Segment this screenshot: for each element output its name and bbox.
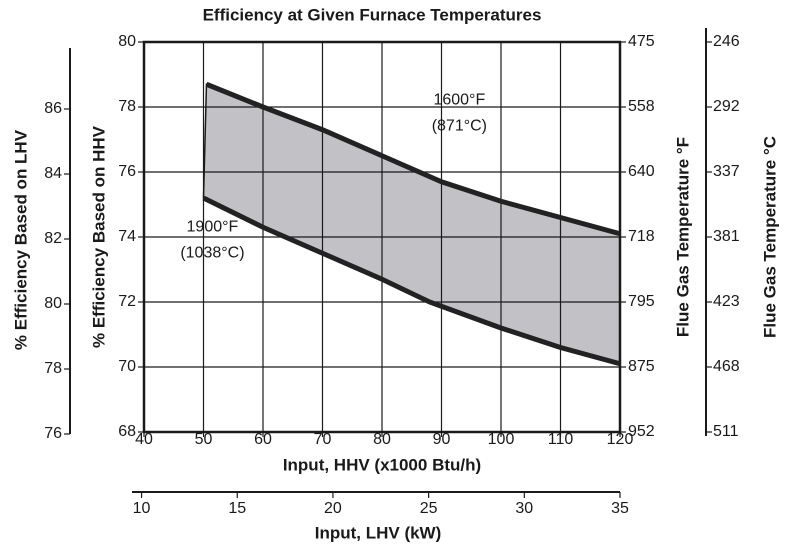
y4-tick-label: 292: [713, 98, 740, 115]
band-fill: [202, 83, 621, 365]
x-tick-label: 90: [433, 431, 451, 448]
x-tick-label: 100: [488, 431, 515, 448]
y4-tick-label: 423: [713, 293, 740, 310]
y2-tick-label: 86: [44, 100, 62, 117]
y3-tick-label: 640: [628, 163, 655, 180]
x2-tick-label: 30: [515, 500, 533, 517]
y-tick-label: 78: [118, 98, 136, 115]
y3-axis-title: Flue Gas Temperature °F: [673, 137, 692, 337]
y2-axis-title: % Efficiency Based on LHV: [11, 129, 30, 350]
x2-tick-label: 20: [324, 500, 342, 517]
x2-tick-label: 35: [611, 500, 629, 517]
y3-tick-label: 475: [628, 33, 655, 50]
y3-tick-label: 718: [628, 228, 655, 245]
x2-axis-title: Input, LHV (kW): [315, 523, 442, 542]
annotation: 1600°F: [433, 92, 485, 109]
y4-tick-label: 511: [713, 423, 739, 440]
x-tick-label: 120: [607, 431, 634, 448]
y3-tick-label: 952: [628, 423, 655, 440]
x2-tick-label: 15: [228, 500, 246, 517]
y-axis-title: % Efficiency Based on HHV: [89, 125, 108, 348]
x-tick-label: 50: [195, 431, 213, 448]
series-line: [205, 81, 621, 237]
x-tick-label: 60: [254, 431, 272, 448]
y-tick-label: 74: [118, 228, 136, 245]
y4-tick-label: 468: [713, 358, 740, 375]
x-tick-label: 110: [548, 431, 574, 448]
y3-tick-label: 795: [628, 293, 655, 310]
y4-tick-label: 246: [713, 33, 740, 50]
annotation: 1900°F: [187, 218, 239, 235]
x2-tick-label: 10: [133, 500, 151, 517]
series-line: [202, 195, 621, 367]
y4-tick-label: 337: [713, 163, 740, 180]
y2-tick-label: 82: [44, 230, 62, 247]
y2-tick-label: 84: [44, 165, 62, 182]
x-axis-title: Input, HHV (x1000 Btu/h): [283, 455, 481, 474]
y3-tick-label: 558: [628, 98, 655, 115]
x-tick-label: 40: [135, 431, 153, 448]
annotation: (871°C): [432, 118, 487, 135]
y-tick-label: 70: [118, 358, 136, 375]
y2-tick-label: 76: [44, 425, 62, 442]
y2-tick-label: 80: [44, 295, 62, 312]
x-tick-label: 70: [314, 431, 332, 448]
y2-tick-label: 78: [44, 360, 62, 377]
y4-axis-title: Flue Gas Temperature °C: [760, 136, 779, 338]
x2-tick-label: 25: [420, 500, 438, 517]
x-tick-label: 80: [373, 431, 391, 448]
y-tick-label: 76: [118, 163, 136, 180]
y-tick-label: 72: [118, 293, 136, 310]
chart-title: Efficiency at Given Furnace Temperatures: [203, 5, 542, 24]
y-tick-label: 80: [118, 33, 136, 50]
y4-tick-label: 381: [713, 228, 740, 245]
annotation: (1038°C): [180, 244, 244, 261]
y3-tick-label: 875: [628, 358, 655, 375]
y-tick-label: 68: [118, 423, 136, 440]
